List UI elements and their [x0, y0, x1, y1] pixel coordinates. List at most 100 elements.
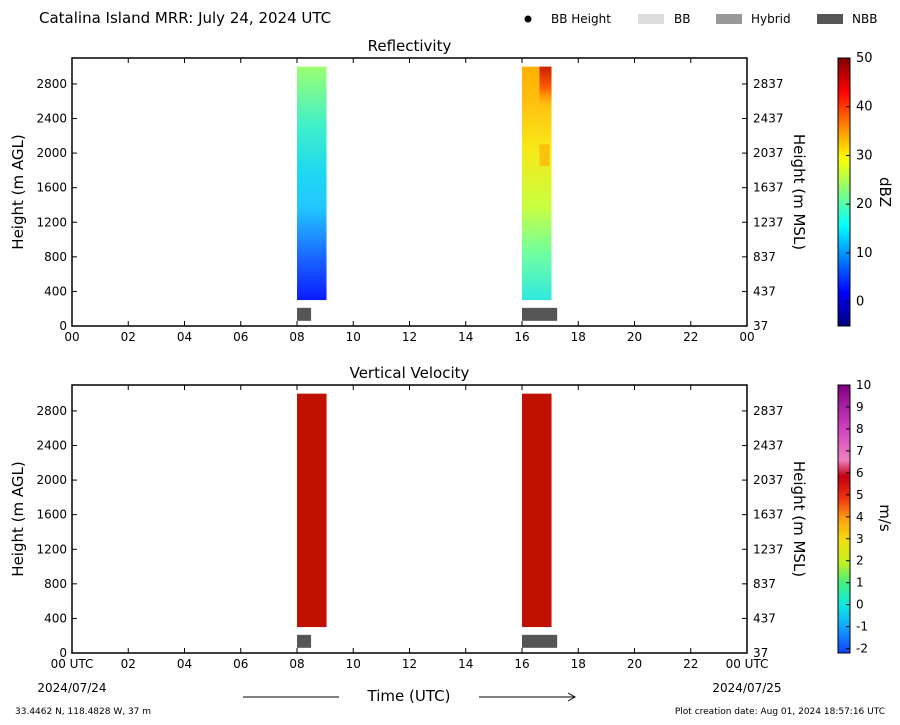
reflectivity-colorbar: 0 10 20 30 40 50 dBZ — [837, 51, 894, 327]
y2-tick-label: 437 — [753, 611, 776, 625]
y2-tick-label: 2037 — [753, 473, 784, 487]
x-tick-label: 12 — [402, 657, 417, 671]
colorbar-tick-label: 10 — [856, 246, 873, 261]
colorbar-tick-label: 3 — [856, 532, 864, 546]
nbb-flag-bar — [522, 634, 558, 648]
x-tick-label: 12 — [402, 330, 417, 344]
y-tick-label: 0 — [59, 646, 67, 660]
y-tick-label: 1600 — [36, 181, 67, 195]
x-tick-label: 02 — [121, 657, 136, 671]
nbb-legend-label: NBB — [852, 12, 877, 26]
y2-tick-label: 2837 — [753, 77, 784, 91]
y2-tick-label: 837 — [753, 250, 776, 264]
figure-title: Catalina Island MRR: July 24, 2024 UTC — [39, 9, 331, 27]
x-tick-label: 18 — [571, 657, 586, 671]
x-tick-label: 10 — [346, 330, 361, 344]
y2-tick-label: 2437 — [753, 112, 784, 126]
plot-frame — [71, 57, 748, 327]
colorbar-tick-label: 30 — [856, 148, 873, 163]
nbb-flag-bar — [297, 634, 312, 648]
colorbar-tick-label: 0 — [856, 598, 864, 612]
y-tick-label: 2400 — [36, 112, 67, 126]
y-tick-label: 2800 — [36, 404, 67, 418]
hybrid-legend-swatch — [716, 14, 742, 24]
colorbar-tick-label: 40 — [856, 100, 873, 115]
y2-tick-label: 437 — [753, 284, 776, 298]
x-tick-label: 16 — [514, 657, 529, 671]
velocity-colorbar-label: m/s — [876, 504, 894, 532]
x-tick-label: 00 UTC — [726, 657, 769, 671]
plot-frame — [71, 384, 748, 654]
nbb-flag-bar — [297, 307, 312, 321]
data-block — [522, 393, 552, 628]
colorbar-tick-label: 6 — [856, 466, 864, 480]
x-tick-label: 02 — [121, 330, 136, 344]
x-tick-label: 08 — [289, 657, 304, 671]
y2-tick-label: 1637 — [753, 181, 784, 195]
location-text: 33.4462 N, 118.4828 W, 37 m — [15, 707, 151, 717]
creation-date-text: Plot creation date: Aug 01, 2024 18:57:1… — [675, 707, 885, 717]
y-tick-label: 2000 — [36, 473, 67, 487]
colorbar-tick-label: -2 — [856, 642, 868, 656]
y-tick-label: 800 — [44, 577, 67, 591]
y2-tick-label: 2037 — [753, 146, 784, 160]
x-tick-label: 18 — [571, 330, 586, 344]
x-tick-label: 06 — [233, 330, 248, 344]
colorbar-tick-label: 20 — [856, 197, 873, 212]
x-tick-label: 00 — [739, 330, 754, 344]
x-tick-label: 06 — [233, 657, 248, 671]
y-tick-label: 400 — [44, 611, 67, 625]
y-tick-label: 2400 — [36, 439, 67, 453]
y-tick-label: 1200 — [36, 215, 67, 229]
y2-tick-label: 1637 — [753, 508, 784, 522]
x-tick-label: 16 — [514, 330, 529, 344]
y-axis-label: Height (m AGL) — [9, 134, 27, 249]
colorbar-tick-label: 2 — [856, 554, 864, 568]
y-tick-label: 1600 — [36, 508, 67, 522]
x-tick-label: 22 — [683, 657, 698, 671]
x-tick-label: 14 — [458, 330, 473, 344]
nbb-legend-swatch — [817, 14, 843, 24]
y2-axis-label: Height (m MSL) — [790, 134, 808, 250]
y2-tick-label: 1237 — [753, 215, 784, 229]
y-tick-label: 2000 — [36, 146, 67, 160]
y2-tick-label: 1237 — [753, 542, 784, 556]
y2-axis-label: Height (m MSL) — [790, 461, 808, 577]
y-tick-label: 0 — [59, 319, 67, 333]
reflectivity-colorbar-gradient — [837, 57, 851, 327]
colorbar-tick-label: 8 — [856, 422, 864, 436]
reflectivity-colorbar-label: dBZ — [876, 177, 894, 207]
reflectivity-core — [539, 66, 552, 109]
data-block — [297, 393, 327, 628]
colorbar-tick-label: 4 — [856, 510, 864, 524]
velocity-colorbar: -2 -1 0 1 2 3 4 5 6 7 8 9 10 m/s — [837, 378, 894, 656]
nbb-flag-bar — [522, 307, 558, 321]
colorbar-tick-label: 9 — [856, 400, 864, 414]
reflectivity-core — [539, 144, 550, 167]
date-end: 2024/07/25 — [712, 681, 781, 695]
y-tick-label: 800 — [44, 250, 67, 264]
legend: BB Height BB Hybrid NBB — [524, 12, 877, 26]
date-start: 2024/07/24 — [37, 681, 106, 695]
y2-tick-label: 37 — [753, 646, 768, 660]
y2-tick-label: 2837 — [753, 404, 784, 418]
x-tick-label: 00 UTC — [51, 657, 94, 671]
bb-legend-swatch — [638, 14, 664, 24]
colorbar-tick-label: 1 — [856, 576, 864, 590]
y2-tick-label: 37 — [753, 319, 768, 333]
colorbar-tick-label: 7 — [856, 444, 864, 458]
x-tick-label: 22 — [683, 330, 698, 344]
y-tick-label: 1200 — [36, 542, 67, 556]
colorbar-tick-label: 0 — [856, 295, 864, 310]
x-tick-label: 04 — [177, 657, 192, 671]
y-tick-label: 2800 — [36, 77, 67, 91]
x-tick-label: 04 — [177, 330, 192, 344]
panel-title: Reflectivity — [368, 37, 452, 55]
x-axis-label: Time (UTC) — [367, 687, 451, 705]
bb-height-legend-label: BB Height — [551, 12, 611, 26]
hybrid-legend-label: Hybrid — [751, 12, 791, 26]
xlabel-arrow-head — [567, 692, 577, 702]
data-block — [297, 66, 327, 301]
x-tick-label: 14 — [458, 657, 473, 671]
